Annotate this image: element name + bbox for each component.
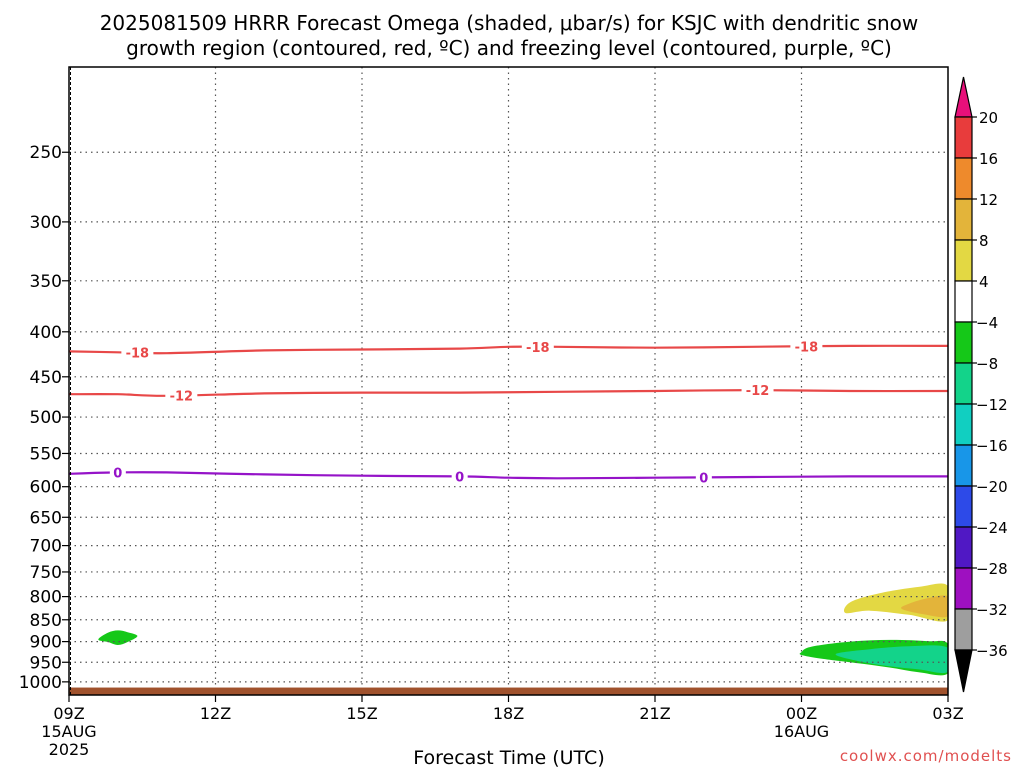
y-tick-label: 850 <box>30 611 62 631</box>
y-tick-label: 350 <box>30 272 62 292</box>
y-tick-label: 650 <box>30 508 62 528</box>
y-tick-label: 250 <box>30 143 62 163</box>
y-tick-label: 500 <box>30 408 62 428</box>
colorbar-label: −24 <box>976 519 1008 537</box>
colorbar-swatch <box>954 362 973 405</box>
y-tick-label: 1000 <box>19 673 62 693</box>
contour-label: 0 <box>113 466 122 481</box>
contour-label-bg <box>165 387 198 404</box>
chart-title: 2025081509 HRRR Forecast Omega (shaded, … <box>100 11 919 60</box>
colorbar-label: −8 <box>976 355 998 373</box>
colorbar-swatch <box>954 280 973 323</box>
x-tick-sublabel: 2025 <box>49 740 90 759</box>
x-tick-label: 21Z <box>639 704 670 723</box>
chart-title-line: growth region (contoured, red, ºC) and f… <box>126 36 892 60</box>
chart-title-line: 2025081509 HRRR Forecast Omega (shaded, … <box>100 11 919 35</box>
contour-label: -18 <box>126 347 150 362</box>
colorbar-swatch <box>954 198 973 241</box>
colorbar-swatch <box>954 403 973 446</box>
colorbar-swatch <box>954 649 973 693</box>
y-tick-label: 750 <box>30 563 62 583</box>
colorbar-label: −32 <box>976 601 1008 619</box>
contour-label: -12 <box>170 389 194 404</box>
contour-label-bg <box>741 382 774 399</box>
x-tick-label: 18Z <box>493 704 524 723</box>
x-tick-label: 00Z <box>786 704 817 723</box>
y-tick-label: 550 <box>30 444 62 464</box>
colorbar-swatch <box>954 116 973 159</box>
contour-label-bg <box>109 464 126 481</box>
contour-label: 0 <box>455 470 464 485</box>
contour-label-bg <box>695 469 712 486</box>
plot-content: -18 -18 -18 -12 -12 0 0 0 <box>69 67 948 695</box>
x-tick-sublabel: 16AUG <box>774 722 829 741</box>
y-tick-label: 450 <box>30 368 62 388</box>
colorbar-swatch <box>954 526 973 569</box>
colorbar-label: −12 <box>976 396 1008 414</box>
y-tick-label: 400 <box>30 323 62 343</box>
watermark-text: coolwx.com/modelts <box>840 747 1012 765</box>
x-axis-label: Forecast Time (UTC) <box>413 747 604 768</box>
x-tick-label: 03Z <box>932 704 963 723</box>
x-tick-label: 12Z <box>200 704 231 723</box>
contour-line-freezing <box>69 471 948 480</box>
colorbar-swatch <box>954 157 973 200</box>
y-tick-label: 950 <box>30 653 62 673</box>
colorbar-label: −36 <box>976 642 1008 660</box>
contour-label-bg <box>790 338 823 355</box>
y-tick-label: 900 <box>30 633 62 653</box>
contour-label-bg <box>451 468 468 485</box>
omega-shaded-region <box>901 595 948 618</box>
contour-label: -12 <box>746 384 770 399</box>
x-tick-label: 09Z <box>53 704 84 723</box>
colorbar: 20 16 12 8 4 −4 −8 −12 −16 −20 −24 −28 −32 −36 <box>954 76 1008 693</box>
contour-label: -18 <box>795 340 819 355</box>
colorbar-label: 16 <box>979 150 998 168</box>
colorbar-swatch <box>954 321 973 364</box>
plot-area: -18 -18 -18 -12 -12 0 0 0 <box>68 66 949 696</box>
contour-label: 0 <box>699 471 708 486</box>
contour-label-bg <box>121 344 154 361</box>
surface-terrain <box>69 687 948 695</box>
y-tick-label: 300 <box>30 213 62 233</box>
colorbar-swatch <box>954 444 973 487</box>
y-tick-label: 700 <box>30 537 62 557</box>
omega-shaded-region <box>835 645 948 674</box>
y-tick-label: 600 <box>30 478 62 498</box>
colorbar-swatch <box>954 239 973 282</box>
contour-label-bg <box>521 338 554 355</box>
colorbar-label: −4 <box>976 314 998 332</box>
colorbar-label: 8 <box>979 232 989 250</box>
colorbar-label: 12 <box>979 191 998 209</box>
contour-label: -18 <box>526 341 550 356</box>
colorbar-swatch <box>954 608 973 651</box>
colorbar-swatch <box>954 567 973 610</box>
colorbar-label: −16 <box>976 437 1008 455</box>
y-axis: 2503003504004505005506006507007508008509… <box>19 143 69 693</box>
contour-line-dgz <box>69 344 948 355</box>
y-tick-label: 800 <box>30 588 62 608</box>
colorbar-label: −28 <box>976 560 1008 578</box>
x-tick-sublabel: 15AUG <box>41 722 96 741</box>
colorbar-label: −20 <box>976 478 1008 496</box>
colorbar-label: 20 <box>979 109 998 127</box>
colorbar-swatch <box>954 485 973 528</box>
x-tick-label: 15Z <box>346 704 377 723</box>
colorbar-label: 4 <box>979 273 989 291</box>
